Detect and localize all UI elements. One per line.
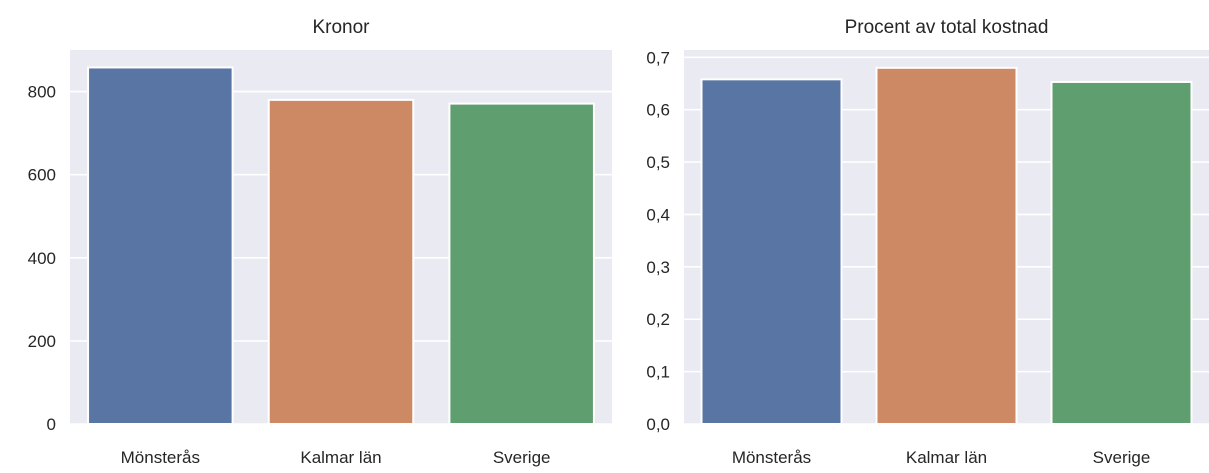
bar-procent [877, 68, 1017, 424]
x-tick-label: Kalmar län [300, 448, 381, 467]
y-tick-label: 0,0 [646, 415, 670, 434]
y-tick-label: 0,3 [646, 258, 670, 277]
y-tick-label: 0 [47, 415, 56, 434]
y-tick-label: 800 [28, 83, 56, 102]
y-tick-label: 600 [28, 166, 56, 185]
bar-procent [702, 79, 842, 424]
bar-kronor [269, 100, 414, 424]
bar-procent [1052, 82, 1192, 424]
chart-title-procent: Procent av total kostnad [845, 17, 1049, 38]
bar-kronor [88, 67, 233, 424]
x-tick-label: Mönsterås [732, 448, 811, 467]
chart-procent: 0,0 0,1 0,2 0,3 0,4 0,5 0,6 0,7 Mönsterås Kalmar… [646, 17, 1209, 467]
bar-kronor [449, 104, 594, 424]
chart-kronor: 0 200 400 600 800 Mönsterås Kalmar län Sverige… [28, 17, 612, 467]
y-tick-label: 0,7 [646, 48, 670, 67]
y-tick-label: 0,4 [646, 205, 670, 224]
x-tick-label: Sverige [1093, 448, 1151, 467]
y-tick-label: 0,5 [646, 153, 670, 172]
x-tick-label: Mönsterås [121, 448, 200, 467]
y-tick-label: 0,6 [646, 101, 670, 120]
y-tick-label: 0,2 [646, 310, 670, 329]
y-tick-label: 400 [28, 249, 56, 268]
chart-title-kronor: Kronor [312, 17, 370, 38]
y-tick-label: 0,1 [646, 363, 670, 382]
y-tick-label: 200 [28, 332, 56, 351]
x-tick-label: Sverige [493, 448, 551, 467]
x-tick-label: Kalmar län [906, 448, 987, 467]
